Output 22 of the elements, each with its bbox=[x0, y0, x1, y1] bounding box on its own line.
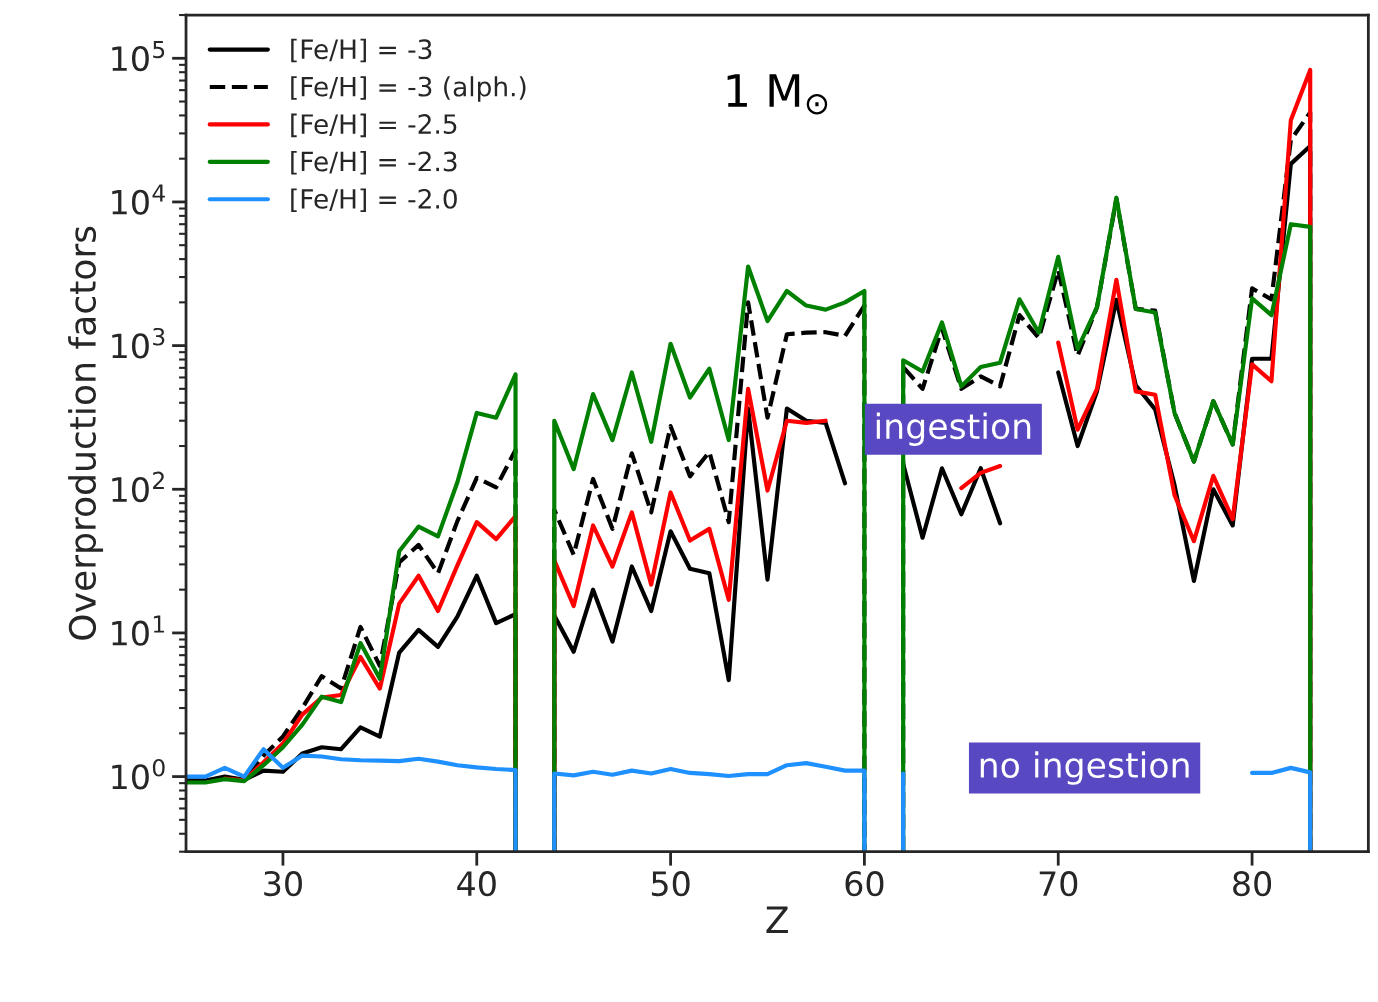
annotation: ingestion bbox=[876, 412, 1031, 446]
x-tick-label: 60 bbox=[845, 871, 884, 897]
x-tick-label: 70 bbox=[1039, 871, 1078, 897]
y-tick-label: 10$^{0}$ bbox=[112, 758, 165, 790]
annotation: 1 M$_{⊙}$ bbox=[727, 74, 828, 115]
x-tick-label: 80 bbox=[1233, 871, 1272, 897]
legend-label: [Fe/H] = -3 bbox=[291, 38, 432, 63]
legend-label: [Fe/H] = -2.0 bbox=[291, 188, 457, 212]
y-tick-label: 10$^{2}$ bbox=[112, 471, 164, 503]
annotation: no ingestion bbox=[980, 751, 1189, 785]
legend-label: [Fe/H] = -2.5 bbox=[291, 113, 457, 138]
x-tick-label: 40 bbox=[457, 871, 496, 897]
y-axis-title: Overproduction factors bbox=[68, 226, 104, 640]
legend-label: [Fe/H] = -3 (alph.) bbox=[291, 76, 526, 102]
y-tick-label: 10$^{3}$ bbox=[112, 327, 165, 359]
legend-label: [Fe/H] = -2.3 bbox=[291, 151, 457, 175]
y-tick-label: 10$^{4}$ bbox=[112, 184, 165, 215]
x-axis-title: Z bbox=[766, 906, 788, 933]
y-tick-label: 10$^{1}$ bbox=[112, 615, 165, 646]
x-tick-label: 30 bbox=[264, 871, 302, 897]
x-tick-label: 50 bbox=[651, 871, 690, 897]
y-tick-label: 10$^{5}$ bbox=[112, 40, 165, 72]
